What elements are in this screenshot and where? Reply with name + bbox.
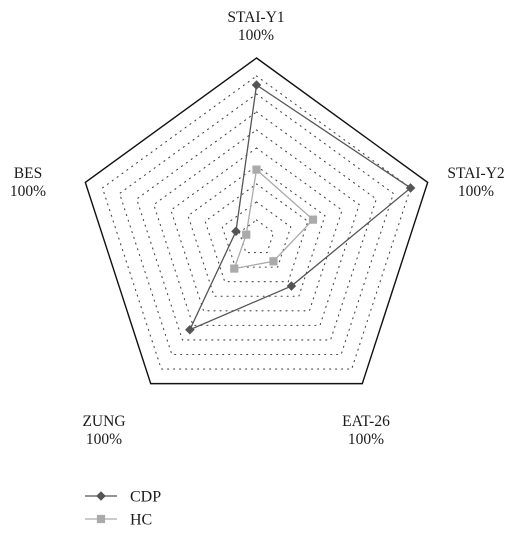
axis-max-label: 100% [348, 431, 384, 448]
axis-max-label: 100% [86, 431, 122, 448]
axis-max-label: 100% [10, 183, 46, 200]
legend: CDP HC [85, 489, 161, 529]
axis-name: STAI-Y2 [447, 165, 504, 182]
data-point-cdp-zung [185, 324, 195, 335]
legend-label: HC [130, 512, 152, 529]
data-point-cdp-stai-y1 [251, 80, 262, 90]
outer-frame [84, 57, 429, 385]
data-point-hc-bes [242, 230, 251, 239]
grid-ring-2 [221, 201, 292, 268]
grid-ring-1 [238, 219, 275, 254]
grid-ring-3 [204, 183, 309, 283]
axis-max-label: 100% [238, 27, 274, 44]
axis-labels: STAI-Y1 100%STAI-Y2 100%EAT-26 100%ZUNG 100%… [10, 9, 505, 448]
grid-ring-4 [187, 165, 326, 297]
series-cdp [185, 80, 416, 335]
legend-marker-hc [96, 514, 106, 524]
legend-label: CDP [130, 489, 161, 506]
axis-label-bes: BES 100% [10, 165, 46, 200]
grid-ring-7 [136, 111, 377, 341]
axis-max-label: 100% [458, 183, 494, 200]
axis-label-zung: ZUNG 100% [82, 413, 125, 448]
data-point-hc-stai-y2 [308, 215, 318, 224]
series-line-hc [233, 168, 314, 270]
data-point-cdp-eat-26 [286, 281, 297, 291]
data-point-cdp-bes [231, 226, 241, 237]
legend-marker-cdp [96, 491, 106, 501]
grid-ring-6 [153, 129, 360, 326]
data-point-cdp-stai-y2 [405, 183, 416, 193]
axis-label-eat-26: EAT-26 100% [342, 413, 390, 448]
radar-grid [84, 57, 429, 385]
legend-item-cdp: CDP [85, 489, 161, 506]
legend-item-hc: HC [85, 512, 152, 529]
grid-ring-5 [170, 147, 343, 312]
series-line-cdp [188, 83, 412, 332]
axis-label-stai-y2: STAI-Y2 100% [447, 165, 504, 200]
axis-name: ZUNG [82, 413, 125, 430]
axis-name: EAT-26 [342, 413, 390, 430]
axis-name: BES [14, 165, 42, 182]
axis-label-stai-y1: STAI-Y1 100% [227, 9, 284, 44]
data-point-hc-zung [230, 264, 239, 273]
axis-name: STAI-Y1 [227, 9, 284, 26]
data-point-hc-stai-y1 [252, 165, 261, 174]
series-hc [230, 165, 318, 273]
grid-ring-9 [101, 75, 412, 370]
series-layer [185, 80, 416, 335]
data-point-hc-eat-26 [269, 257, 278, 266]
